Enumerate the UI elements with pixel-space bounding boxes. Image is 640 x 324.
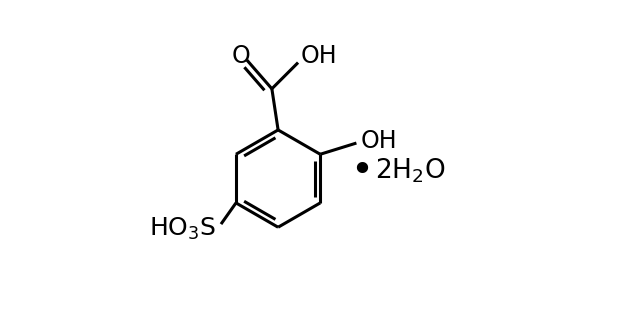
Text: $\mathregular{2H_2O}$: $\mathregular{2H_2O}$ [376,157,446,185]
Text: O: O [231,44,250,68]
Text: OH: OH [301,44,337,68]
Text: OH: OH [360,129,397,153]
Text: •: • [350,152,373,190]
Text: $\mathregular{HO_3S}$: $\mathregular{HO_3S}$ [149,216,216,242]
